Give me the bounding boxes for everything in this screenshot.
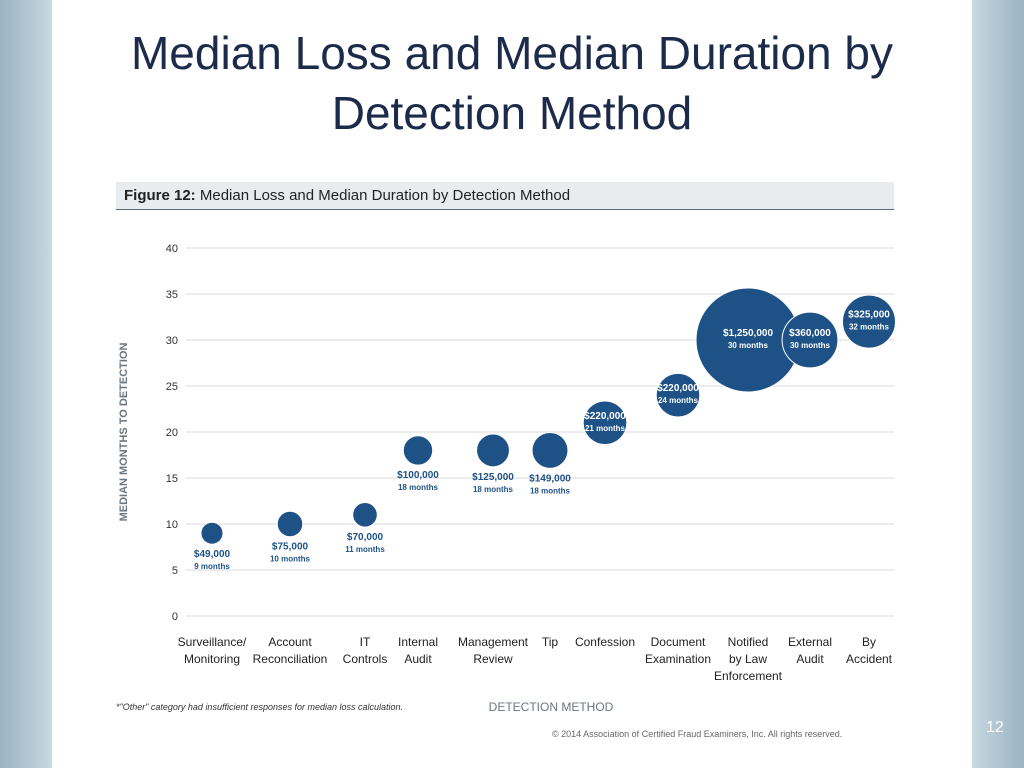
bubble-months-label: 10 months xyxy=(270,555,311,564)
bubble xyxy=(402,435,434,466)
y-tick-label: 30 xyxy=(166,335,178,347)
x-category-label: Controls xyxy=(343,652,388,666)
bubble-loss-label: $149,000 xyxy=(529,473,571,484)
y-tick-label: 5 xyxy=(172,565,178,577)
bubble-months-label: 30 months xyxy=(728,341,769,350)
x-category-label: Surveillance/ xyxy=(178,635,247,649)
x-category-label: External xyxy=(788,635,832,649)
bubble-loss-label: $220,000 xyxy=(657,383,699,394)
page-number: 12 xyxy=(986,719,1004,736)
x-category-label: By xyxy=(862,635,876,649)
bubble-months-label: 11 months xyxy=(345,545,385,554)
x-axis-label: DETECTION METHOD xyxy=(489,700,614,714)
bubble xyxy=(655,372,701,418)
y-tick-label: 10 xyxy=(166,519,178,531)
x-category-label: Enforcement xyxy=(714,669,783,683)
y-tick-label: 15 xyxy=(166,473,178,485)
y-tick-label: 25 xyxy=(166,381,178,393)
x-category-label: Internal xyxy=(398,635,438,649)
x-category-label: Management xyxy=(458,635,529,649)
bubble-loss-label: $360,000 xyxy=(789,328,831,339)
x-category-label: by Law xyxy=(729,652,767,666)
bubble-chart: 0 5 10 15 20 25 30 35 40 MEDIAN MONTHS TO DETECTI… xyxy=(118,243,897,714)
x-category-label: Review xyxy=(473,652,513,666)
x-category-label: Account xyxy=(268,635,312,649)
bubble-months-label: 9 months xyxy=(194,562,230,571)
bubble-loss-label: $100,000 xyxy=(397,470,439,481)
x-category-label: Confession xyxy=(575,635,635,649)
bubble-months-label: 24 months xyxy=(658,396,699,405)
bubble xyxy=(841,294,897,349)
y-axis-label: MEDIAN MONTHS TO DETECTION xyxy=(118,343,130,522)
figure-header: Figure 12: Median Loss and Median Durati… xyxy=(116,182,894,210)
y-tick-label: 35 xyxy=(166,289,178,301)
x-category-label: Examination xyxy=(645,652,711,666)
bubble xyxy=(476,433,510,468)
bubble-loss-label: $75,000 xyxy=(272,542,309,553)
bubble-loss-label: $70,000 xyxy=(347,532,384,543)
x-category-label: Audit xyxy=(796,652,824,666)
bubble-loss-label: $1,250,000 xyxy=(723,328,773,339)
footnote: *"Other" category had insufficient respo… xyxy=(116,702,404,712)
y-tick-label: 0 xyxy=(172,611,178,623)
bubble-months-label: 18 months xyxy=(530,486,571,495)
bubble-months-label: 18 months xyxy=(473,485,514,494)
bubble xyxy=(582,400,628,446)
x-category-label: Accident xyxy=(846,652,893,666)
bubble xyxy=(531,431,569,469)
bubble xyxy=(352,501,378,528)
y-tick-label: 40 xyxy=(166,243,178,255)
slide-title: Median Loss and Median Duration by Detec… xyxy=(130,27,893,139)
x-category-label: Reconciliation xyxy=(253,652,328,666)
bubble-months-label: 32 months xyxy=(849,323,890,332)
bubble xyxy=(200,521,224,545)
copyright-notice: © 2014 Association of Certified Fraud Ex… xyxy=(552,729,843,739)
x-category-label: Monitoring xyxy=(184,652,240,666)
x-category-label: IT xyxy=(360,635,371,649)
figure-label: Figure 12: xyxy=(124,187,196,204)
x-category-label: Audit xyxy=(404,652,432,666)
bubble-months-label: 30 months xyxy=(790,341,831,350)
bubble-months-label: 18 months xyxy=(398,483,439,492)
bubble xyxy=(781,311,839,369)
x-category-label: Tip xyxy=(542,635,559,649)
figure-title: Median Loss and Median Duration by Detec… xyxy=(199,187,571,204)
bubble-loss-label: $49,000 xyxy=(194,549,231,560)
bubble xyxy=(276,510,304,538)
bubble-loss-label: $220,000 xyxy=(584,411,626,422)
y-tick-label: 20 xyxy=(166,427,178,439)
bubble-loss-label: $325,000 xyxy=(848,310,890,321)
x-category-label: Notified xyxy=(728,635,769,649)
bubble-loss-label: $125,000 xyxy=(472,472,514,483)
figure-panel: Figure 12: Median Loss and Median Durati… xyxy=(108,172,908,752)
bubble-months-label: 21 months xyxy=(585,424,626,433)
x-category-label: Document xyxy=(651,635,706,649)
